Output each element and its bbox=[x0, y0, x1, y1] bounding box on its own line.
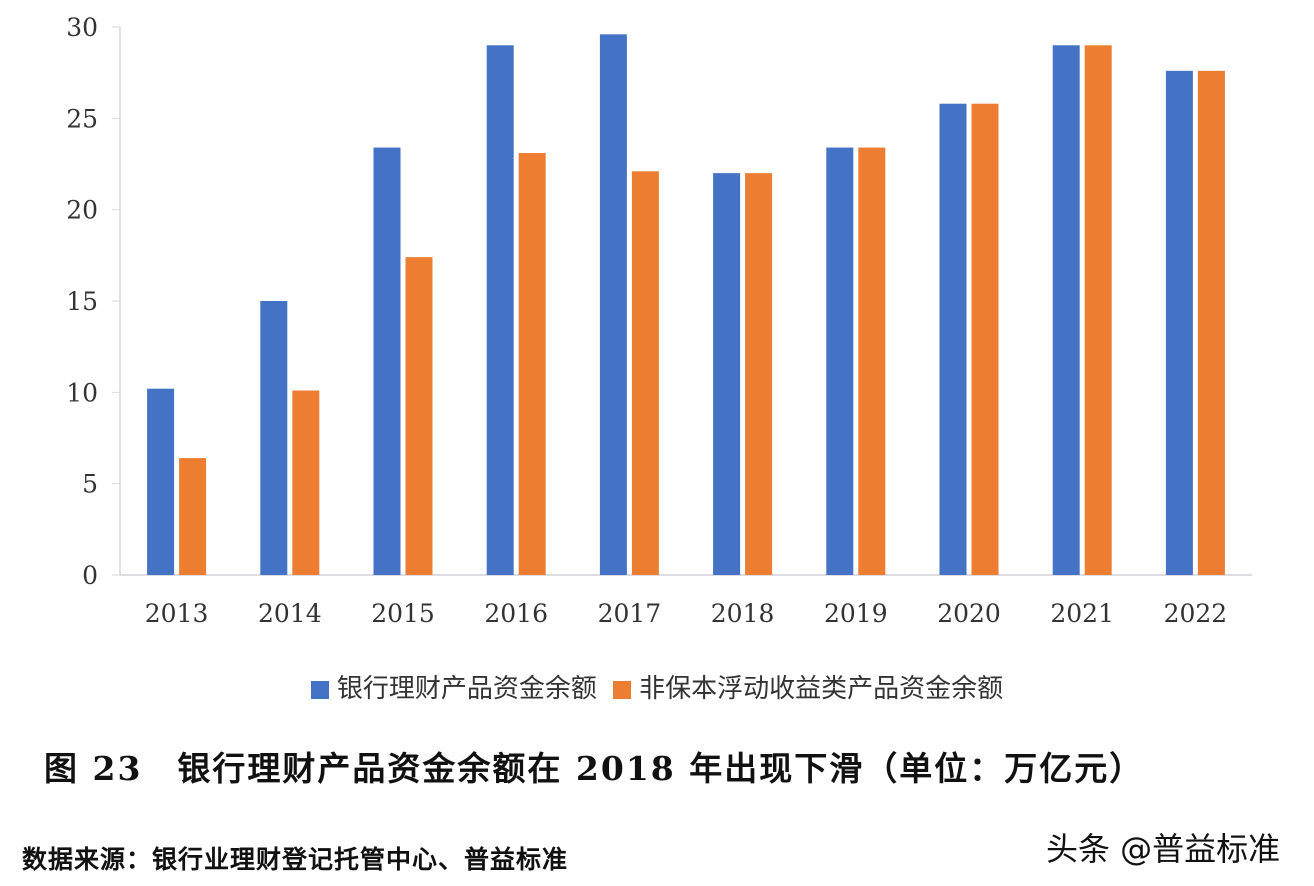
bar-1-2021 bbox=[1084, 45, 1112, 576]
legend-item-0: 银行理财产品资金余额 bbox=[310, 668, 597, 705]
bar-1-2020 bbox=[971, 103, 999, 575]
legend: 银行理财产品资金余额 非保本浮动收益类产品资金余额 bbox=[0, 668, 1314, 705]
bar-1-2017 bbox=[631, 171, 659, 575]
bar-1-2019 bbox=[858, 147, 886, 575]
y-tick-label: 25 bbox=[66, 104, 98, 133]
legend-label-0: 银行理财产品资金余额 bbox=[336, 674, 597, 704]
x-tick-label: 2021 bbox=[1050, 599, 1114, 628]
bar-0-2021 bbox=[1052, 45, 1080, 576]
bar-0-2018 bbox=[713, 173, 741, 575]
bar-1-2018 bbox=[745, 173, 773, 575]
y-tick-label: 5 bbox=[82, 470, 98, 499]
y-tick-label: 30 bbox=[66, 13, 98, 42]
legend-item-1: 非保本浮动收益类产品资金余额 bbox=[613, 668, 1003, 705]
y-tick-label: 20 bbox=[66, 196, 98, 225]
bar-1-2015 bbox=[405, 257, 433, 575]
figure-caption: 图 23 银行理财产品资金余额在 2018 年出现下滑（单位：万亿元） bbox=[44, 749, 1145, 788]
legend-label-1: 非保本浮动收益类产品资金余额 bbox=[639, 674, 1004, 704]
bar-0-2016 bbox=[486, 45, 514, 576]
y-tick-label: 15 bbox=[66, 287, 98, 316]
y-tick-label: 10 bbox=[66, 378, 98, 407]
bar-0-2015 bbox=[373, 147, 401, 575]
x-tick-label: 2018 bbox=[711, 599, 775, 628]
bar-1-2014 bbox=[292, 390, 320, 575]
y-tick-label: 0 bbox=[82, 561, 98, 590]
x-tick-label: 2013 bbox=[145, 599, 209, 628]
x-tick-label: 2022 bbox=[1164, 599, 1228, 628]
bar-1-2013 bbox=[179, 458, 207, 575]
bar-0-2020 bbox=[939, 103, 967, 575]
bar-1-2016 bbox=[518, 153, 546, 576]
x-tick-label: 2017 bbox=[598, 599, 662, 628]
bar-0-2014 bbox=[260, 301, 288, 575]
data-source: 数据来源：银行业理财登记托管中心、普益标准 bbox=[22, 845, 569, 874]
bar-0-2019 bbox=[826, 147, 854, 575]
x-tick-label: 2016 bbox=[484, 599, 548, 628]
legend-swatch-1 bbox=[613, 680, 632, 699]
x-tick-label: 2020 bbox=[937, 599, 1001, 628]
x-tick-label: 2014 bbox=[258, 599, 322, 628]
bar-0-2013 bbox=[147, 388, 175, 575]
bar-0-2022 bbox=[1165, 70, 1193, 575]
bar-0-2017 bbox=[599, 34, 627, 576]
x-tick-label: 2019 bbox=[824, 599, 888, 628]
legend-swatch-0 bbox=[310, 680, 329, 699]
x-tick-label: 2015 bbox=[371, 599, 435, 628]
watermark: 头条 @普益标准 bbox=[1046, 830, 1281, 868]
bar-1-2022 bbox=[1197, 70, 1225, 575]
bar-chart: 0 5 10 15 20 25 30 2013 2014 2015 2016 2017 2018 2019… bbox=[66, 13, 1252, 628]
